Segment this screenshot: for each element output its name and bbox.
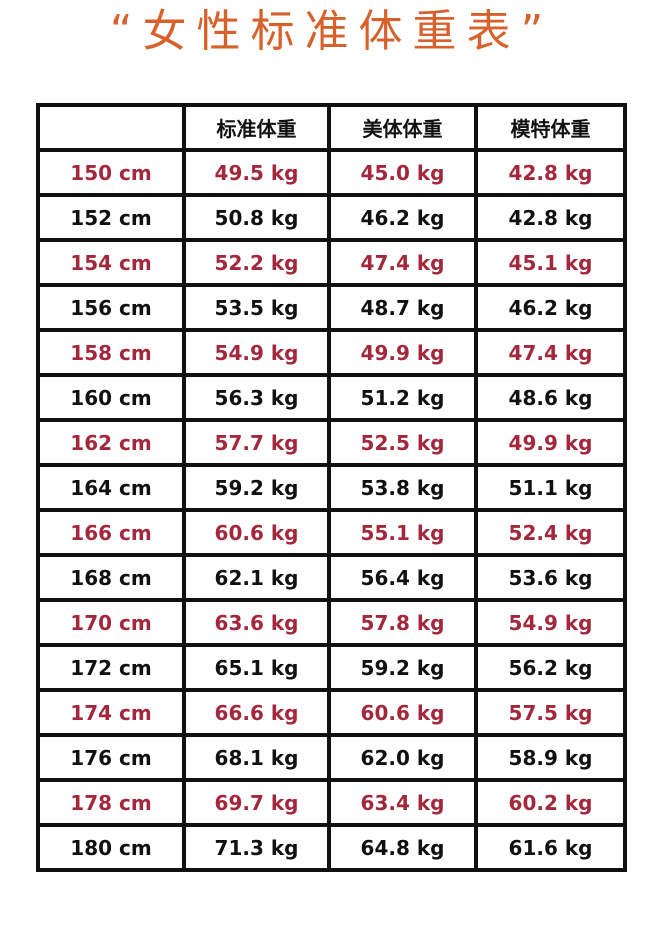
ideal-weight-cell: 64.8 kg xyxy=(327,823,478,872)
model-weight-cell: 61.6 kg xyxy=(474,823,627,872)
model-weight-cell: 45.1 kg xyxy=(474,238,627,287)
model-weight-cell: 47.4 kg xyxy=(474,328,627,377)
height-cell: 174 cm xyxy=(36,688,186,737)
header-ideal-weight: 美体体重 xyxy=(327,103,478,152)
table-row: 176 cm 68.1 kg 62.0 kg 58.9 kg xyxy=(36,733,627,782)
ideal-weight-cell: 60.6 kg xyxy=(327,688,478,737)
standard-weight-cell: 57.7 kg xyxy=(182,418,331,467)
table-row: 150 cm 49.5 kg 45.0 kg 42.8 kg xyxy=(36,148,627,197)
table-row: 174 cm 66.6 kg 60.6 kg 57.5 kg xyxy=(36,688,627,737)
height-cell: 164 cm xyxy=(36,463,186,512)
standard-weight-cell: 50.8 kg xyxy=(182,193,331,242)
model-weight-cell: 57.5 kg xyxy=(474,688,627,737)
model-weight-cell: 58.9 kg xyxy=(474,733,627,782)
model-weight-cell: 42.8 kg xyxy=(474,148,627,197)
standard-weight-cell: 63.6 kg xyxy=(182,598,331,647)
table-row: 162 cm 57.7 kg 52.5 kg 49.9 kg xyxy=(36,418,627,467)
height-cell: 178 cm xyxy=(36,778,186,827)
height-cell: 176 cm xyxy=(36,733,186,782)
model-weight-cell: 53.6 kg xyxy=(474,553,627,602)
model-weight-cell: 54.9 kg xyxy=(474,598,627,647)
header-height xyxy=(36,103,186,152)
standard-weight-cell: 65.1 kg xyxy=(182,643,331,692)
header-row: 标准体重 美体体重 模特体重 xyxy=(36,103,627,152)
standard-weight-cell: 54.9 kg xyxy=(182,328,331,377)
standard-weight-cell: 56.3 kg xyxy=(182,373,331,422)
ideal-weight-cell: 55.1 kg xyxy=(327,508,478,557)
ideal-weight-cell: 51.2 kg xyxy=(327,373,478,422)
ideal-weight-cell: 53.8 kg xyxy=(327,463,478,512)
ideal-weight-cell: 47.4 kg xyxy=(327,238,478,287)
table-row: 168 cm 62.1 kg 56.4 kg 53.6 kg xyxy=(36,553,627,602)
standard-weight-cell: 71.3 kg xyxy=(182,823,331,872)
table-row: 170 cm 63.6 kg 57.8 kg 54.9 kg xyxy=(36,598,627,647)
standard-weight-cell: 68.1 kg xyxy=(182,733,331,782)
ideal-weight-cell: 49.9 kg xyxy=(327,328,478,377)
table-row: 156 cm 53.5 kg 48.7 kg 46.2 kg xyxy=(36,283,627,332)
height-cell: 162 cm xyxy=(36,418,186,467)
standard-weight-cell: 59.2 kg xyxy=(182,463,331,512)
ideal-weight-cell: 57.8 kg xyxy=(327,598,478,647)
height-cell: 166 cm xyxy=(36,508,186,557)
model-weight-cell: 56.2 kg xyxy=(474,643,627,692)
page-title: “女性标准体重表” xyxy=(109,6,554,57)
model-weight-cell: 51.1 kg xyxy=(474,463,627,512)
height-cell: 154 cm xyxy=(36,238,186,287)
header-model-weight: 模特体重 xyxy=(474,103,627,152)
standard-weight-cell: 52.2 kg xyxy=(182,238,331,287)
table-row: 158 cm 54.9 kg 49.9 kg 47.4 kg xyxy=(36,328,627,377)
table-row: 160 cm 56.3 kg 51.2 kg 48.6 kg xyxy=(36,373,627,422)
ideal-weight-cell: 63.4 kg xyxy=(327,778,478,827)
standard-weight-cell: 62.1 kg xyxy=(182,553,331,602)
model-weight-cell: 48.6 kg xyxy=(474,373,627,422)
height-cell: 158 cm xyxy=(36,328,186,377)
standard-weight-cell: 49.5 kg xyxy=(182,148,331,197)
weight-table: 标准体重 美体体重 模特体重 150 cm 49.5 kg 45.0 kg 42.8 … xyxy=(36,103,627,872)
ideal-weight-cell: 45.0 kg xyxy=(327,148,478,197)
standard-weight-cell: 60.6 kg xyxy=(182,508,331,557)
height-cell: 172 cm xyxy=(36,643,186,692)
height-cell: 180 cm xyxy=(36,823,186,872)
table-row: 166 cm 60.6 kg 55.1 kg 52.4 kg xyxy=(36,508,627,557)
model-weight-cell: 60.2 kg xyxy=(474,778,627,827)
table-row: 180 cm 71.3 kg 64.8 kg 61.6 kg xyxy=(36,823,627,872)
ideal-weight-cell: 59.2 kg xyxy=(327,643,478,692)
ideal-weight-cell: 62.0 kg xyxy=(327,733,478,782)
height-cell: 170 cm xyxy=(36,598,186,647)
ideal-weight-cell: 56.4 kg xyxy=(327,553,478,602)
table-row: 152 cm 50.8 kg 46.2 kg 42.8 kg xyxy=(36,193,627,242)
ideal-weight-cell: 48.7 kg xyxy=(327,283,478,332)
ideal-weight-cell: 46.2 kg xyxy=(327,193,478,242)
table-row: 172 cm 65.1 kg 59.2 kg 56.2 kg xyxy=(36,643,627,692)
header-standard-weight: 标准体重 xyxy=(182,103,331,152)
height-cell: 160 cm xyxy=(36,373,186,422)
standard-weight-cell: 69.7 kg xyxy=(182,778,331,827)
table-row: 164 cm 59.2 kg 53.8 kg 51.1 kg xyxy=(36,463,627,512)
height-cell: 156 cm xyxy=(36,283,186,332)
model-weight-cell: 42.8 kg xyxy=(474,193,627,242)
standard-weight-cell: 53.5 kg xyxy=(182,283,331,332)
model-weight-cell: 52.4 kg xyxy=(474,508,627,557)
ideal-weight-cell: 52.5 kg xyxy=(327,418,478,467)
table-row: 154 cm 52.2 kg 47.4 kg 45.1 kg xyxy=(36,238,627,287)
table-row: 178 cm 69.7 kg 63.4 kg 60.2 kg xyxy=(36,778,627,827)
standard-weight-cell: 66.6 kg xyxy=(182,688,331,737)
model-weight-cell: 46.2 kg xyxy=(474,283,627,332)
model-weight-cell: 49.9 kg xyxy=(474,418,627,467)
height-cell: 168 cm xyxy=(36,553,186,602)
height-cell: 152 cm xyxy=(36,193,186,242)
height-cell: 150 cm xyxy=(36,148,186,197)
